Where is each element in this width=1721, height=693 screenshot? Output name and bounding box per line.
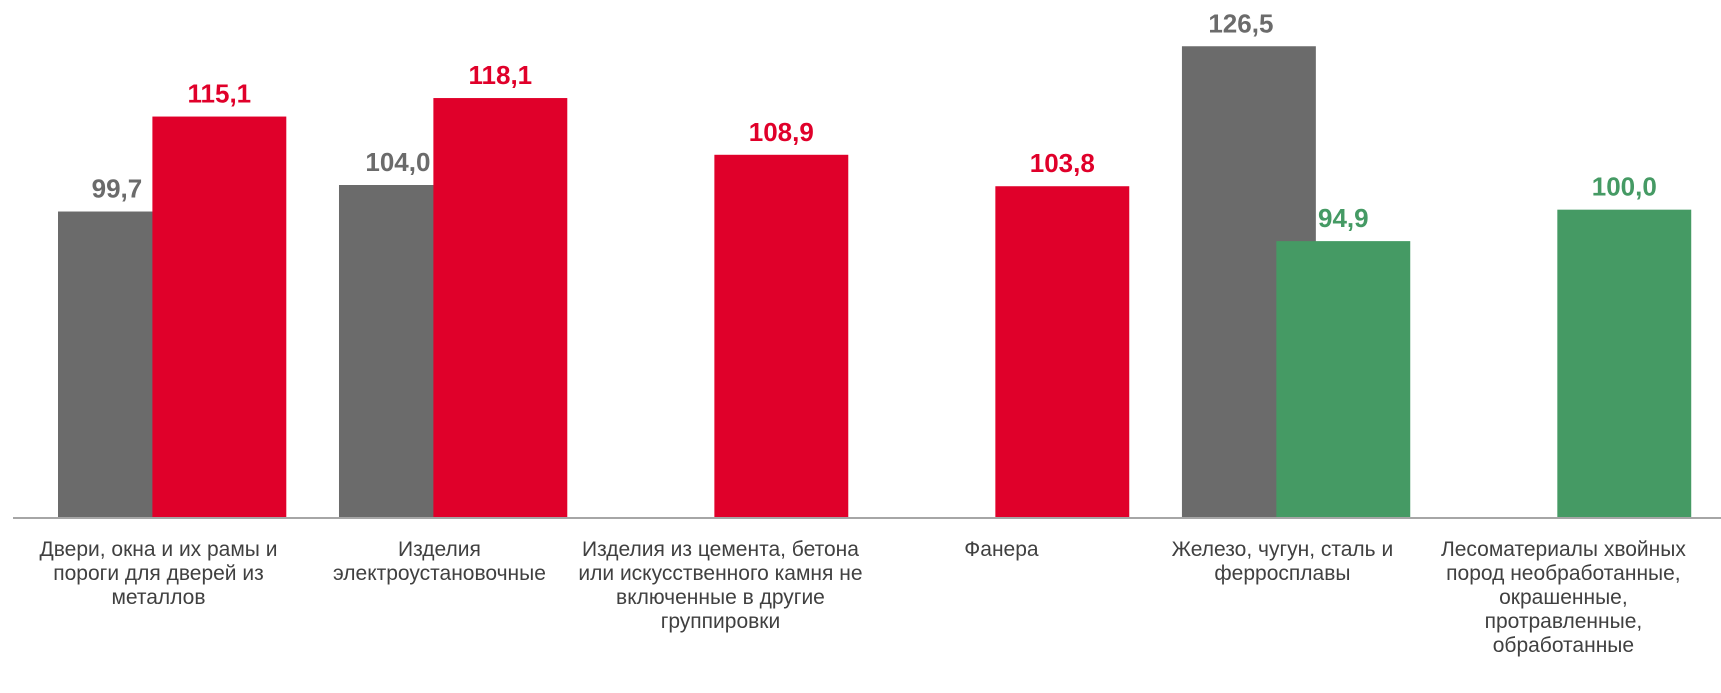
x-tick-label: Изделия из цемента, бетона или искусстве…	[578, 538, 863, 633]
bar	[714, 154, 849, 519]
value-label: 99,7	[92, 174, 143, 204]
x-tick-label: Двери, окна и их рамы и пороги для двере…	[39, 538, 278, 609]
value-label: 104,0	[365, 147, 430, 177]
x-tick-label: Лесоматериалы хвойных пород необработанн…	[1440, 538, 1686, 657]
bar	[1557, 209, 1692, 518]
bar	[995, 186, 1130, 518]
value-label: 118,1	[469, 60, 533, 90]
x-tick-label: Железо, чугун, сталь и ферросплавы	[1171, 538, 1394, 585]
bar	[1276, 241, 1411, 518]
value-label: 103,8	[1030, 148, 1095, 178]
value-label: 100,0	[1592, 172, 1657, 202]
value-label: 126,5	[1208, 8, 1273, 38]
value-label: 108,9	[749, 117, 814, 147]
bar	[433, 98, 568, 519]
value-label: 94,9	[1318, 203, 1369, 233]
value-label: 115,1	[188, 79, 252, 109]
x-tick-label: Фанера	[964, 538, 1039, 561]
bar	[152, 116, 287, 519]
x-tick-label: Изделия электроустановочные	[333, 538, 546, 585]
